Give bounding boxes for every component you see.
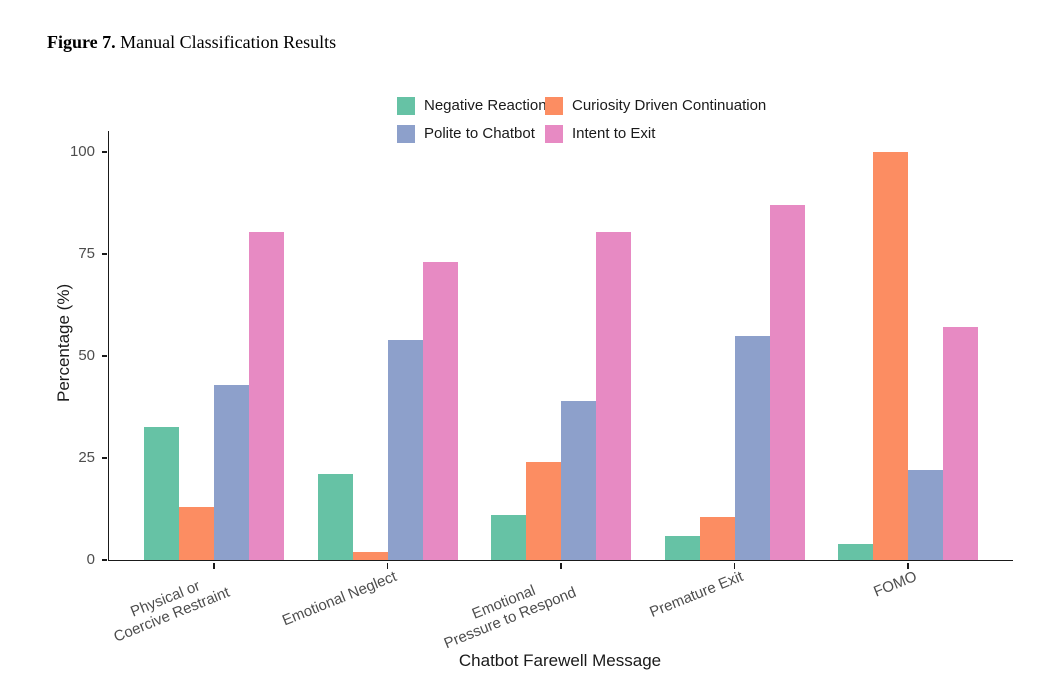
bar-polite-to-chatbot-fomo: [908, 470, 943, 560]
figure-caption-title: Manual Classification Results: [115, 32, 337, 52]
legend-label-negative-reaction: Negative Reaction: [424, 97, 547, 114]
bar-intent-to-exit-fomo: [943, 327, 978, 560]
legend-label-curiosity-driven-continuation: Curiosity Driven Continuation: [572, 97, 767, 114]
y-axis-tick-75: [101, 253, 107, 255]
legend-item-negative-reaction: Negative Reaction: [397, 97, 547, 115]
y-axis-title: Percentage (%): [54, 283, 73, 402]
bar-negative-reaction-premature-exit: [664, 535, 700, 560]
plot-area: 0 25 50 75 100 Physical or Coercive Restraint…: [70, 131, 1013, 652]
bar-negative-reaction-physical-or-coercive-restraint: [144, 427, 179, 560]
x-axis-tick-emotional-pressure-to-respond: [560, 562, 562, 569]
figure-caption: Figure 7. Manual Classification Results: [47, 32, 336, 53]
figure-caption-number: Figure 7.: [47, 32, 116, 52]
legend-item-intent-to-exit: Intent to Exit: [545, 125, 766, 143]
y-axis-tick-label-50: 50: [78, 347, 95, 364]
legend-label-intent-to-exit: Intent to Exit: [572, 125, 656, 142]
legend-swatch-intent-to-exit: [545, 125, 563, 143]
bar-polite-to-chatbot-emotional-pressure-to-respond: [561, 400, 596, 560]
x-axis-tick-premature-exit: [733, 562, 736, 569]
bar-intent-to-exit-premature-exit: [769, 205, 805, 560]
bar-intent-to-exit-physical-or-coercive-restraint: [249, 231, 284, 560]
y-axis-tick-label-25: 25: [78, 449, 95, 466]
y-axis-tick-0: [101, 559, 107, 561]
y-axis-tick-100: [101, 151, 107, 153]
x-axis-title: Chatbot Farewell Message: [458, 651, 662, 670]
bar-intent-to-exit-emotional-pressure-to-respond: [596, 231, 631, 560]
legend-swatch-polite-to-chatbot: [397, 125, 415, 143]
legend-item-polite-to-chatbot: Polite to Chatbot: [397, 125, 545, 143]
bar-negative-reaction-emotional-pressure-to-respond: [491, 515, 526, 560]
bar-polite-to-chatbot-emotional-neglect: [387, 339, 423, 560]
bar-negative-reaction-emotional-neglect: [317, 474, 353, 560]
bar-intent-to-exit-emotional-neglect: [422, 262, 458, 560]
y-axis-tick-label-75: 75: [78, 245, 95, 262]
x-axis-label-fomo: FOMO: [513, 568, 919, 601]
x-axis-label-text-fomo: FOMO: [871, 568, 920, 601]
y-axis-tick-label-0: 0: [86, 551, 95, 568]
x-axis-tick-physical-or-coercive-restraint: [213, 562, 215, 569]
bar-curiosity-driven-continuation-premature-exit: [699, 517, 735, 560]
bar-polite-to-chatbot-premature-exit: [734, 335, 770, 560]
legend-label-polite-to-chatbot: Polite to Chatbot: [424, 125, 535, 142]
bar-curiosity-driven-continuation-physical-or-coercive-restraint: [179, 506, 214, 560]
bar-negative-reaction-fomo: [838, 543, 873, 560]
legend-swatch-curiosity-driven-continuation: [545, 97, 563, 115]
y-axis-tick-25: [101, 457, 107, 459]
x-axis-tick-fomo: [907, 562, 909, 569]
legend: Negative Reaction Curiosity Driven Contin…: [397, 97, 766, 143]
bar-curiosity-driven-continuation-emotional-pressure-to-respond: [526, 462, 561, 560]
legend-item-curiosity-driven-continuation: Curiosity Driven Continuation: [545, 97, 766, 115]
bar-curiosity-driven-continuation-fomo: [873, 152, 908, 560]
bar-polite-to-chatbot-physical-or-coercive-restraint: [214, 384, 249, 560]
y-axis-tick-50: [101, 355, 107, 357]
bar-curiosity-driven-continuation-emotional-neglect: [352, 551, 388, 560]
x-axis-tick-emotional-neglect: [386, 562, 389, 569]
legend-swatch-negative-reaction: [397, 97, 415, 115]
y-axis-tick-label-100: 100: [69, 143, 95, 160]
